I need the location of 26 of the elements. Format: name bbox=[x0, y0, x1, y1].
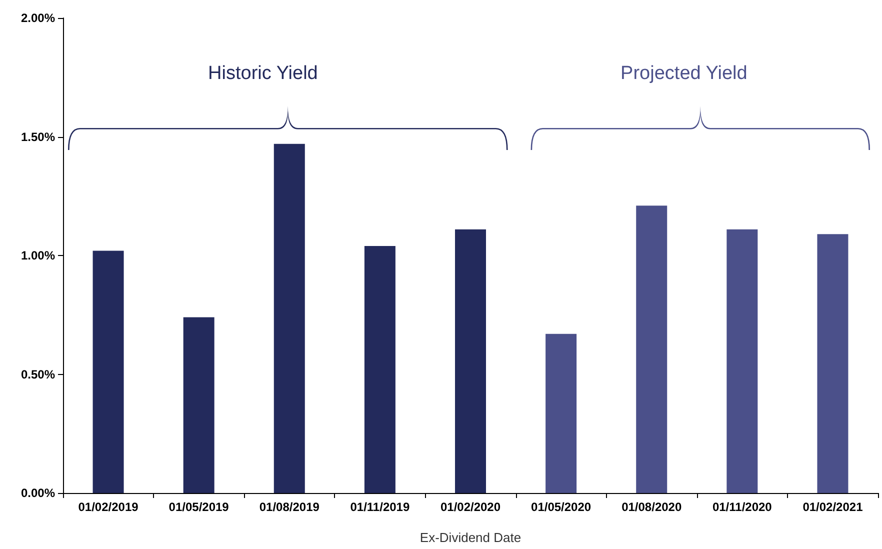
x-tick-label: 01/08/2019 bbox=[259, 500, 320, 514]
y-tick-label: 0.50% bbox=[20, 367, 56, 382]
bar bbox=[92, 250, 124, 493]
bar bbox=[274, 144, 305, 493]
bar bbox=[726, 229, 758, 493]
y-tick-label: 0.00% bbox=[20, 486, 56, 500]
bar bbox=[183, 317, 214, 493]
x-tick-label: 01/05/2020 bbox=[531, 500, 592, 514]
x-tick-label: 01/05/2019 bbox=[168, 500, 230, 514]
bar bbox=[364, 246, 396, 493]
x-tick-label: 01/02/2021 bbox=[802, 500, 864, 514]
bar bbox=[546, 334, 577, 493]
x-axis-title: Ex-Dividend Date bbox=[420, 530, 522, 545]
x-tick-label: 01/02/2019 bbox=[78, 500, 139, 514]
bar bbox=[455, 229, 486, 493]
bar bbox=[817, 234, 848, 493]
x-tick-label: 01/02/2020 bbox=[440, 500, 501, 514]
bar bbox=[636, 206, 668, 493]
x-tick-label: 01/08/2020 bbox=[622, 500, 682, 514]
annotation: Projected Yield bbox=[620, 63, 748, 84]
y-tick-label: 1.00% bbox=[20, 248, 56, 262]
x-tick-label: 01/11/2020 bbox=[712, 500, 772, 514]
y-tick-label: 1.50% bbox=[20, 130, 56, 144]
x-tick-label: 01/11/2019 bbox=[350, 500, 410, 514]
y-tick-label: 2.00% bbox=[20, 11, 56, 25]
annotation: Historic Yield bbox=[208, 63, 318, 84]
